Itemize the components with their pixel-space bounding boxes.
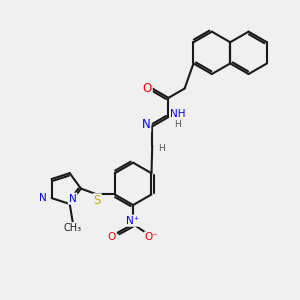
Text: H: H — [158, 144, 164, 153]
Text: O⁻: O⁻ — [145, 232, 158, 242]
Text: N: N — [69, 194, 76, 204]
Text: CH₃: CH₃ — [64, 223, 82, 233]
Text: O: O — [142, 82, 152, 95]
Text: N: N — [40, 193, 47, 203]
Text: H: H — [175, 120, 181, 129]
Text: N⁺: N⁺ — [127, 216, 140, 226]
Text: O: O — [107, 232, 116, 242]
Text: NH: NH — [170, 109, 186, 119]
Text: S: S — [93, 194, 101, 207]
Text: N: N — [141, 118, 150, 131]
